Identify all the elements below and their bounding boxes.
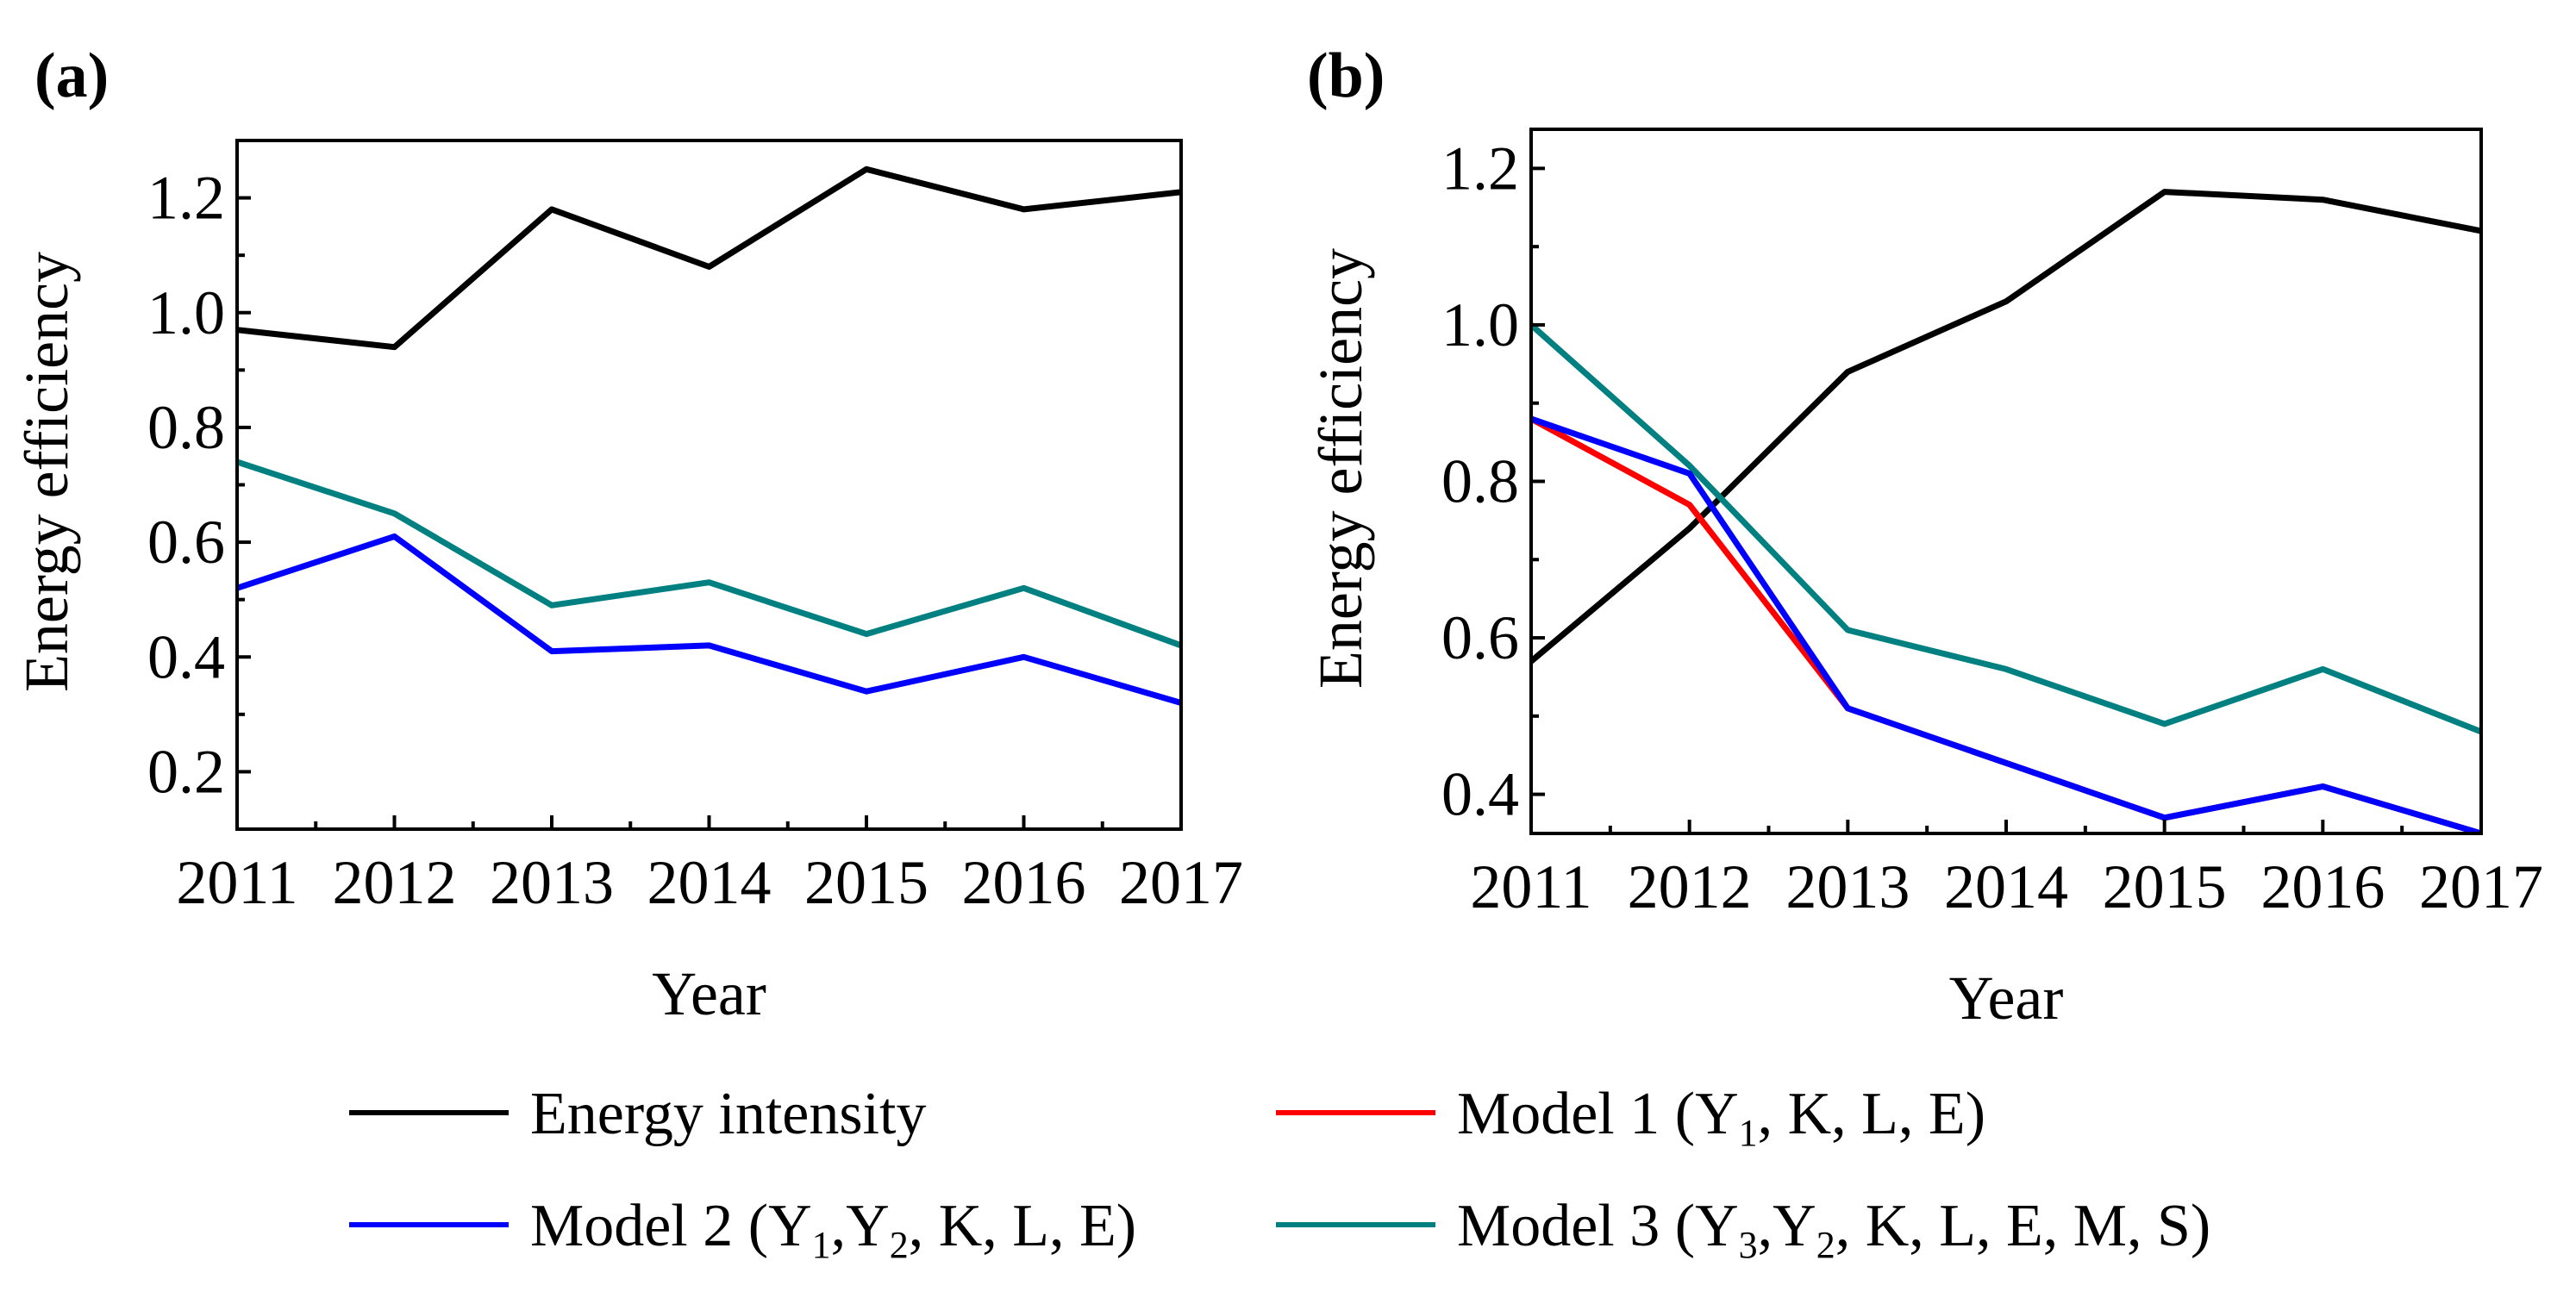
panel-b-series-model3	[1531, 322, 2481, 735]
legend-label-model-1: Model 1 (Y1, K, L, E)	[1457, 1081, 1985, 1154]
panel-b-x-axis-title: Year	[1949, 964, 2064, 1033]
panel-b: (b) 2011 2012 2013 2014 2015 2016 2017 0.4 0.6 0.…	[1306, 41, 2543, 1033]
panel-a-y-tick-label: 0.8	[147, 393, 225, 462]
legend-label-energy-intensity: Energy intensity	[530, 1081, 926, 1147]
panel-a: (a) 2011 2012 2013 2014 2015 2016 2017 0.2 0.4 0.…	[12, 41, 1243, 1028]
panel-b-y-axis-title: Energy efficiency	[1306, 248, 1375, 689]
panel-a-x-tick-label: 2017	[1119, 848, 1243, 917]
panel-b-y-tick-label: 1.2	[1441, 134, 1519, 203]
panel-b-y-tick-label: 0.8	[1441, 447, 1519, 516]
panel-a-y-tick-label: 0.2	[147, 737, 225, 806]
panel-b-plot-frame	[1529, 128, 2483, 835]
panel-a-series-model2	[237, 533, 1181, 706]
panel-b-x-tick-label: 2017	[2419, 852, 2543, 921]
panel-b-x-tick-label: 2013	[1785, 852, 1910, 921]
panel-a-series-model3	[237, 459, 1181, 649]
panel-b-series-model1	[1531, 415, 2481, 833]
panel-a-y-tick-label: 1.2	[147, 164, 225, 233]
panel-b-y-tick-label: 0.6	[1441, 603, 1519, 672]
panel-a-label: (a)	[34, 41, 109, 111]
panel-b-ticks: 2011 2012 2013 2014 2015 2016 2017 0.4 0.6 0.8 1.0…	[1441, 134, 2543, 921]
legend: Energy intensity Model 1 (Y1, K, L, E) M…	[349, 1081, 2210, 1266]
panel-a-x-tick-label: 2016	[962, 848, 1086, 917]
panel-b-series-model2	[1531, 415, 2481, 833]
panel-a-x-tick-label: 2011	[176, 848, 297, 917]
panel-b-series-energy_intensity	[1531, 189, 2481, 664]
panel-b-x-tick-label: 2016	[2260, 852, 2385, 921]
panel-a-x-axis-title: Year	[652, 959, 766, 1028]
panel-b-y-tick-label: 0.4	[1441, 760, 1519, 829]
legend-label-model-2: Model 2 (Y1,Y2, K, L, E)	[530, 1193, 1136, 1266]
panel-b-x-tick-label: 2011	[1470, 852, 1591, 921]
panel-a-series-energy_intensity	[237, 165, 1181, 351]
panel-b-series	[1531, 189, 2481, 833]
panel-b-x-tick-label: 2012	[1628, 852, 1752, 921]
panel-b-x-tick-label: 2014	[1944, 852, 2068, 921]
panel-a-ticks: 2011 2012 2013 2014 2015 2016 2017 0.2 0.4 0.6 0.8…	[147, 139, 1243, 917]
panel-a-x-tick-label: 2015	[804, 848, 928, 917]
panel-a-y-tick-label: 0.6	[147, 508, 225, 577]
panel-a-y-tick-label: 1.0	[147, 278, 225, 347]
panel-a-y-tick-label: 0.4	[147, 622, 225, 691]
panel-a-series	[237, 165, 1181, 706]
panel-a-plot-frame	[235, 139, 1183, 831]
panel-a-x-tick-label: 2013	[490, 848, 614, 917]
panel-a-x-tick-label: 2012	[333, 848, 457, 917]
panel-a-y-axis-title: Energy efficiency	[12, 252, 81, 692]
panel-b-x-tick-label: 2015	[2103, 852, 2227, 921]
legend-label-model-3: Model 3 (Y3,Y2, K, L, E, M, S)	[1457, 1193, 2210, 1266]
panel-b-y-tick-label: 1.0	[1441, 290, 1519, 359]
panel-b-label: (b)	[1307, 41, 1385, 111]
panel-a-x-tick-label: 2014	[647, 848, 772, 917]
